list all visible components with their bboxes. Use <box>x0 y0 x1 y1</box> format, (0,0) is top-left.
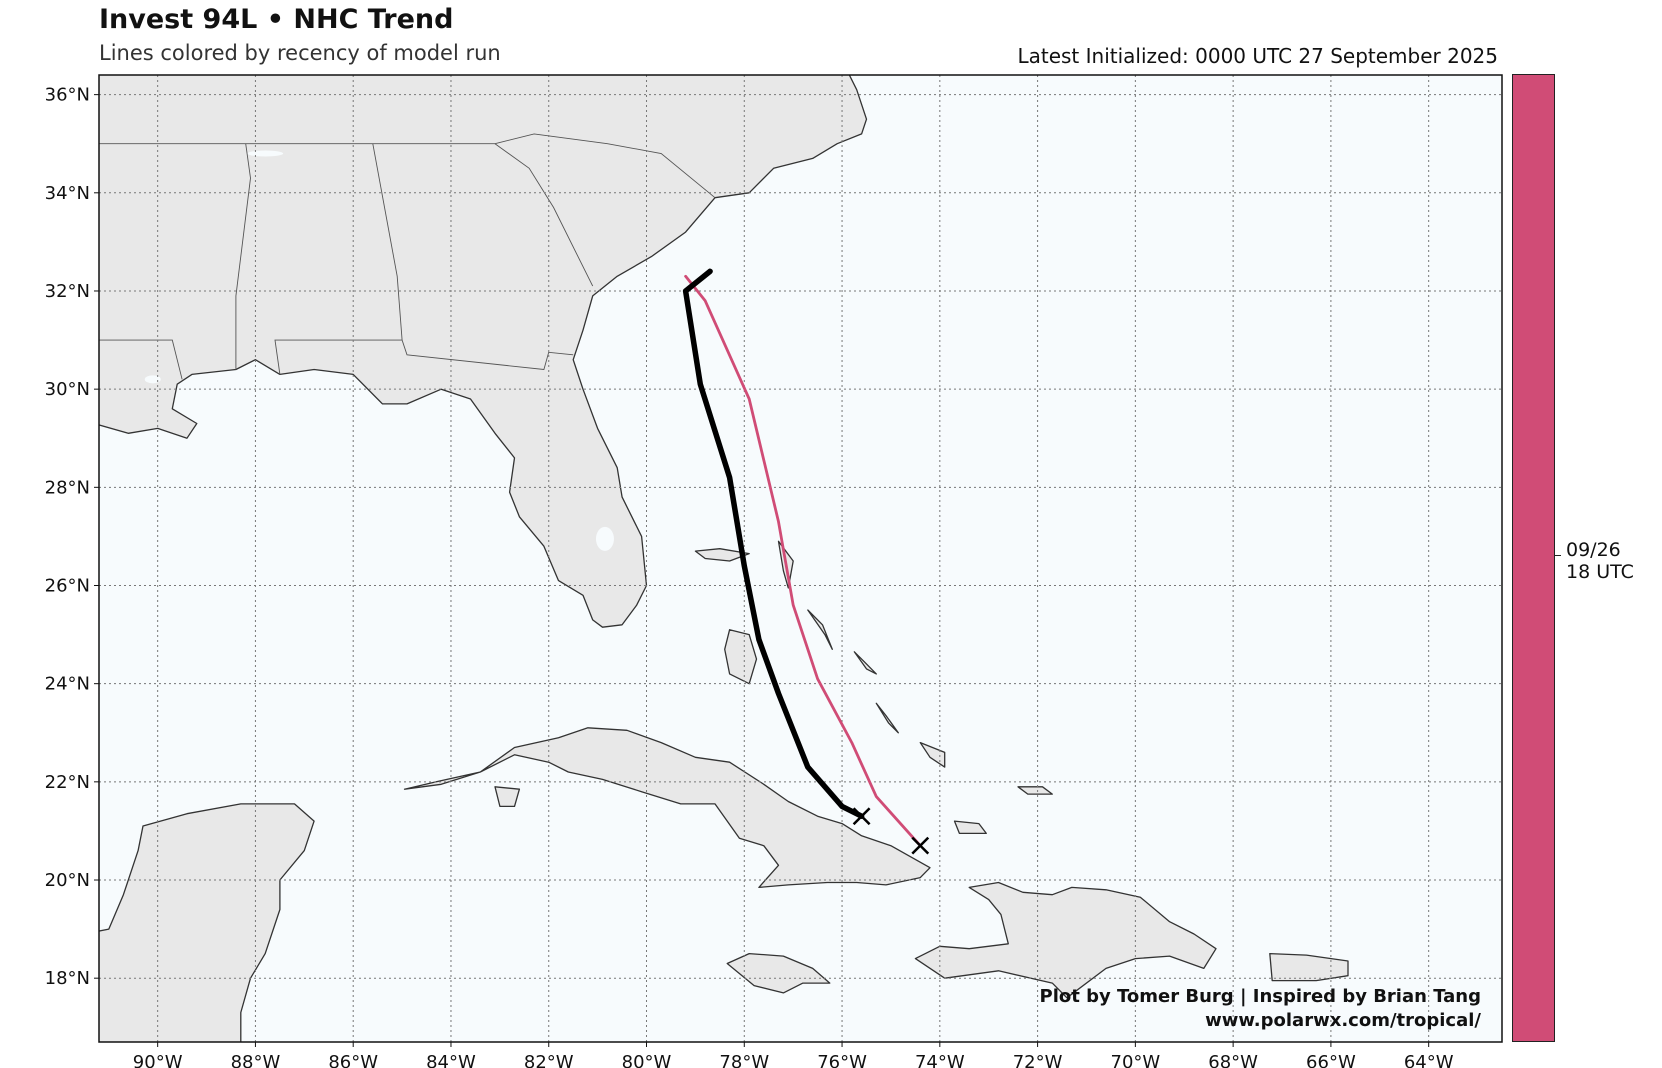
latest-initialized: Latest Initialized: 0000 UTC 27 Septembe… <box>1017 44 1498 68</box>
lat-tick-label-4: 28°N <box>45 477 90 498</box>
lat-tick-label-7: 22°N <box>45 772 90 793</box>
lat-tick-label-8: 20°N <box>45 870 90 891</box>
lon-tick-label-2: 86°W <box>328 1052 378 1068</box>
track-latest <box>682 268 865 819</box>
land-long-island <box>875 702 899 734</box>
land-eleuthera <box>807 609 833 650</box>
credit-url[interactable]: www.polarwx.com/tropical/ <box>1205 1010 1481 1031</box>
lat-tick-label-0: 36°N <box>45 85 90 106</box>
lon-tick-label-10: 70°W <box>1111 1052 1161 1068</box>
page-subtitle: Lines colored by recency of model run <box>99 41 501 65</box>
colorbar-label: 09/26 18 UTC <box>1566 539 1634 583</box>
land-cuba <box>403 727 931 889</box>
lon-tick-label-7: 76°W <box>817 1052 867 1068</box>
border-ms-la <box>99 289 183 380</box>
colorbar-tick <box>1555 555 1561 556</box>
land-turks-caicos <box>1017 786 1053 795</box>
lat-tick-label-5: 26°N <box>45 575 90 596</box>
axis-tick-labels: 90°W 88°W 86°W 84°W 82°W 80°W 78°W 76°W 74°W 72°W… <box>45 85 1454 1068</box>
credit-author: Plot by Tomer Burg | Inspired by Brian T… <box>1039 986 1481 1007</box>
start-marker-1-b <box>911 836 930 855</box>
lon-tick-label-13: 64°W <box>1404 1052 1454 1068</box>
border-nc-sc <box>494 133 716 199</box>
state-borders <box>79 65 847 380</box>
lon-tick-label-0: 90°W <box>133 1052 183 1068</box>
lon-tick-label-4: 82°W <box>524 1052 574 1068</box>
lon-tick-label-9: 72°W <box>1013 1052 1063 1068</box>
colorbar-label-time: 18 UTC <box>1566 561 1634 583</box>
lon-tick-label-5: 80°W <box>622 1052 672 1068</box>
land-jamaica <box>726 952 831 994</box>
plot-frame <box>98 74 1503 1043</box>
track-09-26-18-utc <box>684 274 922 848</box>
colorbar-label-date: 09/26 <box>1566 539 1621 561</box>
lake-okeechobee <box>595 526 614 551</box>
border-ms-al <box>235 143 251 370</box>
land-great-inagua <box>953 820 987 835</box>
border-ga-sc <box>494 143 594 287</box>
land-isle-of-youth <box>494 786 521 808</box>
page-title: Invest 94L • NHC Trend <box>99 4 454 35</box>
lon-tick-label-1: 88°W <box>231 1052 281 1068</box>
land-puerto-rico <box>1269 952 1349 982</box>
forecast-tracks <box>682 268 930 855</box>
lat-tick-label-6: 24°N <box>45 674 90 695</box>
lon-tick-label-3: 84°W <box>426 1052 476 1068</box>
border-al-ga <box>372 143 403 341</box>
start-marker-0-b <box>852 807 871 826</box>
lake-pontchartrain <box>144 375 161 384</box>
land-us-southeast <box>99 75 868 628</box>
lat-tick-label-3: 30°N <box>45 379 90 400</box>
lon-tick-label-6: 78°W <box>719 1052 769 1068</box>
border-va-ky <box>79 65 465 70</box>
border-al-fl <box>274 339 574 375</box>
border-nc-va <box>466 65 847 70</box>
lat-tick-label-1: 34°N <box>45 183 90 204</box>
land-yucatan <box>99 803 315 1042</box>
land-grand-bahama <box>694 548 750 562</box>
land-acklins <box>919 741 946 768</box>
lat-tick-label-2: 32°N <box>45 281 90 302</box>
land-cat-island <box>853 651 877 675</box>
gridlines <box>99 75 1502 1042</box>
lon-tick-label-8: 74°W <box>915 1052 965 1068</box>
land-layer <box>99 75 1349 1042</box>
lat-tick-label-9: 18°N <box>45 968 90 989</box>
lon-tick-label-12: 66°W <box>1306 1052 1356 1068</box>
land-hispaniola <box>914 881 1217 999</box>
colorbar <box>1512 74 1555 1042</box>
lake-guntersville <box>247 150 284 157</box>
lon-tick-label-11: 68°W <box>1208 1052 1258 1068</box>
